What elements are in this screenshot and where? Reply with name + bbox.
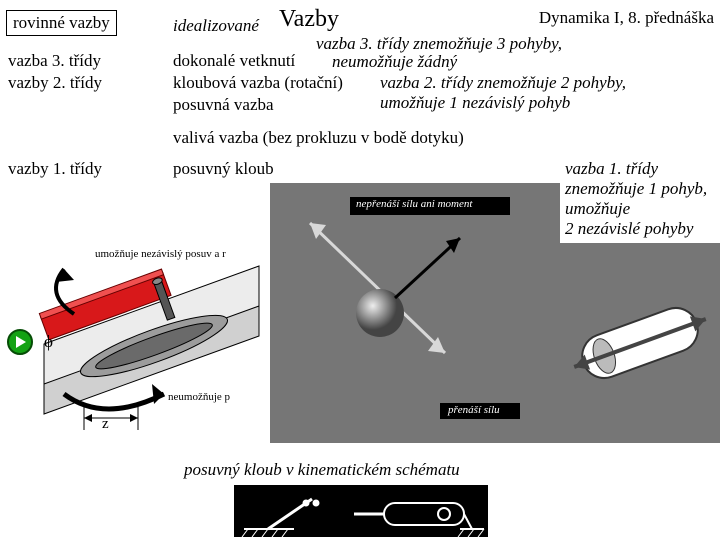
slide-page: rovinné vazby idealizované Vazby Dynamik… [0,0,720,540]
boxed-rovinne-vazby: rovinné vazby [6,10,117,36]
vazby-2-tridy: vazby 2. třídy [8,73,102,93]
v1-note-1: vazba 1. třídy [565,159,658,179]
kinematic-schematic-panel [234,485,488,537]
vazby-1-tridy: vazby 1. třídy [8,159,102,179]
kloubova-vazba: kloubová vazba (rotační) [173,73,343,93]
idealizovane-label: idealizované [173,16,259,36]
posuvny-kloub: posuvný kloub [173,159,274,179]
prenasi-label: přenáší sílu [448,404,500,416]
z-label: z [102,416,109,433]
v1-note-3: umožňuje [565,199,630,219]
sphere-forces-panel: nepřenáší sílu ani moment přenáší sílu [270,183,560,443]
neumoznuje-text: neumožňuje p [168,391,230,403]
neprenasi-label: nepřenáší sílu ani moment [356,198,472,210]
posuvna-vazba: posuvná vazba [173,95,274,115]
v2-note-2: umožňuje 1 nezávislý pohyb [380,93,570,113]
v1-note-4: 2 nezávislé pohyby [565,219,693,239]
v3-note-1: vazba 3. třídy znemožňuje 3 pohyby, [316,34,562,54]
v1-note-2: znemožňuje 1 pohyb, [565,179,707,199]
v3-note-2: neumožňuje žádný [332,52,457,72]
dynamika-header: Dynamika I, 8. přednáška [539,8,714,28]
z-dimension-icon [78,400,158,436]
play-icon[interactable] [6,328,34,356]
vazby-title: Vazby [279,6,339,33]
valiva-vazba: valivá vazba (bez prokluzu v bodě dotyku… [173,128,464,148]
phi-label: ϕ [44,332,53,352]
capsule-panel [560,243,720,443]
vazba-3-tridy: vazba 3. třídy [8,51,101,71]
schematic-caption: posuvný kloub v kinematickém schématu [184,460,460,480]
v2-note-1: vazba 2. třídy znemožňuje 2 pohyby, [380,73,626,93]
dokonale-vetknuti: dokonalé vetknutí [173,51,295,71]
